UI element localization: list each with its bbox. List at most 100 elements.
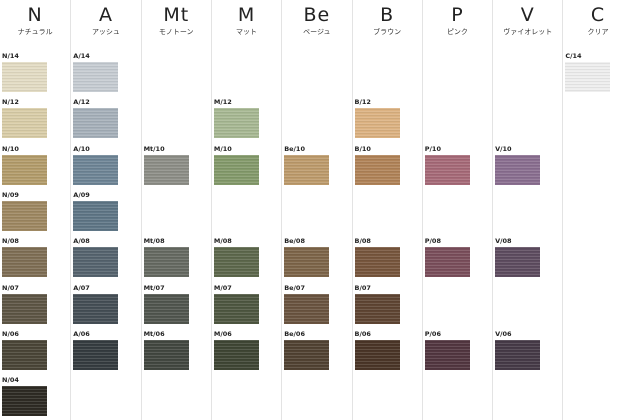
swatch-color-chip[interactable] <box>143 340 189 370</box>
column-letter: C <box>590 4 606 26</box>
swatch-color-chip[interactable] <box>424 247 470 277</box>
swatch-color-chip[interactable] <box>2 386 47 416</box>
swatch-color-chip[interactable] <box>143 294 189 324</box>
swatch-mt-06[interactable]: Mt/06 <box>143 330 189 371</box>
swatch-color-chip[interactable] <box>424 340 470 370</box>
swatch-color-chip[interactable] <box>73 155 119 185</box>
swatch-color-chip[interactable] <box>2 294 47 324</box>
swatch-color-chip[interactable] <box>143 247 189 277</box>
swatch-a-07[interactable]: A/07 <box>73 284 119 325</box>
swatch-color-chip[interactable] <box>213 340 259 370</box>
swatch-color-chip[interactable] <box>565 62 611 92</box>
swatch-code-label: M/06 <box>213 330 232 338</box>
swatch-color-chip[interactable] <box>495 340 541 370</box>
swatch-mt-07[interactable]: Mt/07 <box>143 284 189 325</box>
swatch-color-chip[interactable] <box>2 155 47 185</box>
swatch-v-06[interactable]: V/06 <box>495 330 541 371</box>
swatch-color-chip[interactable] <box>213 108 259 138</box>
swatch-color-chip[interactable] <box>213 155 259 185</box>
swatch-color-chip[interactable] <box>143 155 189 185</box>
swatch-code-label: Be/06 <box>284 330 305 338</box>
swatch-code-label: N/06 <box>2 330 19 338</box>
swatch-color-chip[interactable] <box>2 201 47 231</box>
swatch-color-chip[interactable] <box>354 247 400 277</box>
swatch-color-chip[interactable] <box>73 108 119 138</box>
swatch-code-label: A/08 <box>73 237 90 245</box>
column-letter: P <box>451 4 464 26</box>
swatch-b-10[interactable]: B/10 <box>354 145 400 186</box>
swatch-color-chip[interactable] <box>73 201 119 231</box>
swatch-color-chip[interactable] <box>354 155 400 185</box>
swatch-b-07[interactable]: B/07 <box>354 284 400 325</box>
swatch-n-14[interactable]: N/14 <box>2 52 47 93</box>
swatch-a-14[interactable]: A/14 <box>73 52 119 93</box>
column-letter: Mt <box>163 4 190 26</box>
swatch-b-06[interactable]: B/06 <box>354 330 400 371</box>
swatch-n-09[interactable]: N/09 <box>2 191 47 232</box>
swatch-be-08[interactable]: Be/08 <box>284 237 330 278</box>
swatch-color-chip[interactable] <box>354 294 400 324</box>
swatch-m-07[interactable]: M/07 <box>213 284 259 325</box>
swatch-color-chip[interactable] <box>2 62 47 92</box>
swatch-a-12[interactable]: A/12 <box>73 98 119 139</box>
swatch-color-chip[interactable] <box>73 247 119 277</box>
swatch-color-chip[interactable] <box>73 62 119 92</box>
swatch-p-10[interactable]: P/10 <box>424 145 470 186</box>
swatch-color-chip[interactable] <box>73 294 119 324</box>
swatch-color-chip[interactable] <box>213 247 259 277</box>
swatch-a-10[interactable]: A/10 <box>73 145 119 186</box>
swatch-a-09[interactable]: A/09 <box>73 191 119 232</box>
swatch-p-08[interactable]: P/08 <box>424 237 470 278</box>
swatch-color-chip[interactable] <box>73 340 119 370</box>
column-header: Be ベージュ <box>282 4 351 38</box>
swatch-code-label: B/10 <box>354 145 371 153</box>
swatch-be-07[interactable]: Be/07 <box>284 284 330 325</box>
swatch-color-chip[interactable] <box>354 108 400 138</box>
swatch-color-chip[interactable] <box>284 155 330 185</box>
swatch-n-07[interactable]: N/07 <box>2 284 47 325</box>
swatch-mt-08[interactable]: Mt/08 <box>143 237 189 278</box>
swatch-v-10[interactable]: V/10 <box>495 145 541 186</box>
swatch-n-06[interactable]: N/06 <box>2 330 47 371</box>
swatch-color-chip[interactable] <box>284 247 330 277</box>
column-subtitle: ベージュ <box>303 28 331 36</box>
swatch-n-12[interactable]: N/12 <box>2 98 47 139</box>
swatch-a-06[interactable]: A/06 <box>73 330 119 371</box>
swatch-p-06[interactable]: P/06 <box>424 330 470 371</box>
swatch-code-label: Be/07 <box>284 284 305 292</box>
swatch-be-10[interactable]: Be/10 <box>284 145 330 186</box>
swatch-be-06[interactable]: Be/06 <box>284 330 330 371</box>
swatch-color-chip[interactable] <box>495 155 541 185</box>
swatch-n-08[interactable]: N/08 <box>2 237 47 278</box>
swatch-color-chip[interactable] <box>424 155 470 185</box>
swatch-color-chip[interactable] <box>495 247 541 277</box>
swatch-v-08[interactable]: V/08 <box>495 237 541 278</box>
swatch-b-12[interactable]: B/12 <box>354 98 400 139</box>
column-subtitle: ブラウン <box>373 28 402 36</box>
swatch-color-chip[interactable] <box>284 294 330 324</box>
swatch-code-label: M/12 <box>213 98 232 106</box>
swatch-code-label: P/10 <box>424 145 441 153</box>
swatch-color-chip[interactable] <box>2 108 47 138</box>
swatch-m-10[interactable]: M/10 <box>213 145 259 186</box>
swatch-m-08[interactable]: M/08 <box>213 237 259 278</box>
swatch-m-12[interactable]: M/12 <box>213 98 259 139</box>
swatch-c-14[interactable]: C/14 <box>565 52 611 93</box>
swatch-b-08[interactable]: B/08 <box>354 237 400 278</box>
column-header: A アッシュ <box>71 4 140 38</box>
swatch-color-chip[interactable] <box>284 340 330 370</box>
swatch-color-chip[interactable] <box>354 340 400 370</box>
swatch-mt-10[interactable]: Mt/10 <box>143 145 189 186</box>
swatch-m-06[interactable]: M/06 <box>213 330 259 371</box>
swatch-n-10[interactable]: N/10 <box>2 145 47 186</box>
swatch-color-chip[interactable] <box>213 294 259 324</box>
swatch-color-chip[interactable] <box>2 340 47 370</box>
column-mt: Mt モノトーン Mt/10 Mt/08 Mt/07 Mt/06 <box>140 0 211 420</box>
column-header: V ヴァイオレット <box>493 4 562 38</box>
column-b: B ブラウン B/12 B/10 B/08 B/07 B/06 <box>351 0 422 420</box>
swatch-a-08[interactable]: A/08 <box>73 237 119 278</box>
swatch-color-chip[interactable] <box>2 247 47 277</box>
column-header: M マット <box>212 4 281 38</box>
swatch-n-04[interactable]: N/04 <box>2 376 47 417</box>
